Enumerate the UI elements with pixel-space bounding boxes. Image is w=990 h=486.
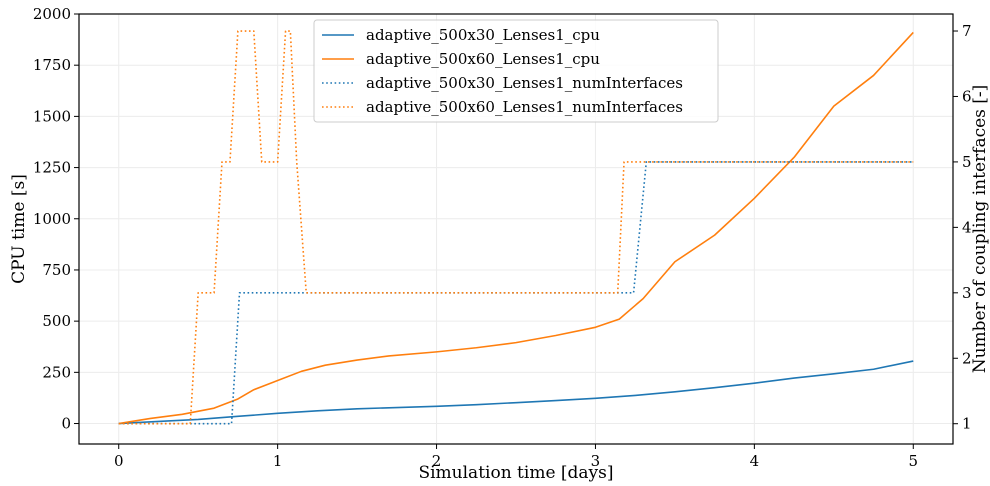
x-tick-label: 3 bbox=[591, 452, 601, 470]
plot-frame bbox=[78, 13, 954, 445]
y-tick-label-left: 750 bbox=[42, 261, 71, 279]
y-tick-label-left: 250 bbox=[42, 363, 71, 381]
ticks-layer: 0 1 2 3 4 5 0 250 500 750 1000 1250 1500 1750 2000 1 2 3 4… bbox=[33, 5, 972, 470]
series-layer bbox=[118, 30, 914, 425]
y-tick-label-right: 5 bbox=[962, 153, 972, 171]
y-axis-label-right: Number of coupling interfaces [-] bbox=[970, 85, 990, 374]
x-tick-label: 5 bbox=[908, 452, 918, 470]
y-axis-label-left: CPU time [s] bbox=[9, 174, 29, 284]
x-tick-label: 2 bbox=[432, 452, 442, 470]
series-line-3 bbox=[118, 30, 914, 425]
x-tick-label: 0 bbox=[114, 452, 124, 470]
y-tick-label-left: 1250 bbox=[33, 159, 71, 177]
y-tick-label-left: 2000 bbox=[33, 5, 71, 23]
y-tick-label-right: 1 bbox=[962, 415, 972, 433]
x-tick-label: 4 bbox=[750, 452, 760, 470]
legend-label-2: adaptive_500x30_Lenses1_numInterfaces bbox=[366, 74, 683, 92]
y-tick-label-right: 4 bbox=[962, 218, 972, 236]
series-line-0 bbox=[118, 360, 914, 425]
legend: adaptive_500x30_Lenses1_cpu adaptive_500x… bbox=[313, 19, 719, 123]
legend-frame bbox=[313, 19, 719, 123]
y-tick-label-right: 6 bbox=[962, 87, 972, 105]
y-tick-label-right: 7 bbox=[962, 22, 972, 40]
legend-label-3: adaptive_500x60_Lenses1_numInterfaces bbox=[366, 98, 683, 116]
y-tick-label-right: 2 bbox=[962, 349, 972, 367]
series-line-1 bbox=[118, 31, 914, 425]
y-tick-label-left: 1750 bbox=[33, 56, 71, 74]
y-tick-label-left: 0 bbox=[61, 415, 71, 433]
x-tick-label: 1 bbox=[273, 452, 283, 470]
y-tick-label-left: 1000 bbox=[33, 210, 71, 228]
series-line-2 bbox=[118, 161, 914, 425]
y-tick-label-right: 3 bbox=[962, 284, 972, 302]
legend-label-0: adaptive_500x30_Lenses1_cpu bbox=[366, 26, 600, 44]
legend-label-1: adaptive_500x60_Lenses1_cpu bbox=[366, 50, 600, 68]
y-tick-label-left: 500 bbox=[42, 312, 71, 330]
x-axis-label: Simulation time [days] bbox=[418, 463, 613, 483]
y-tick-label-left: 1500 bbox=[33, 107, 71, 125]
